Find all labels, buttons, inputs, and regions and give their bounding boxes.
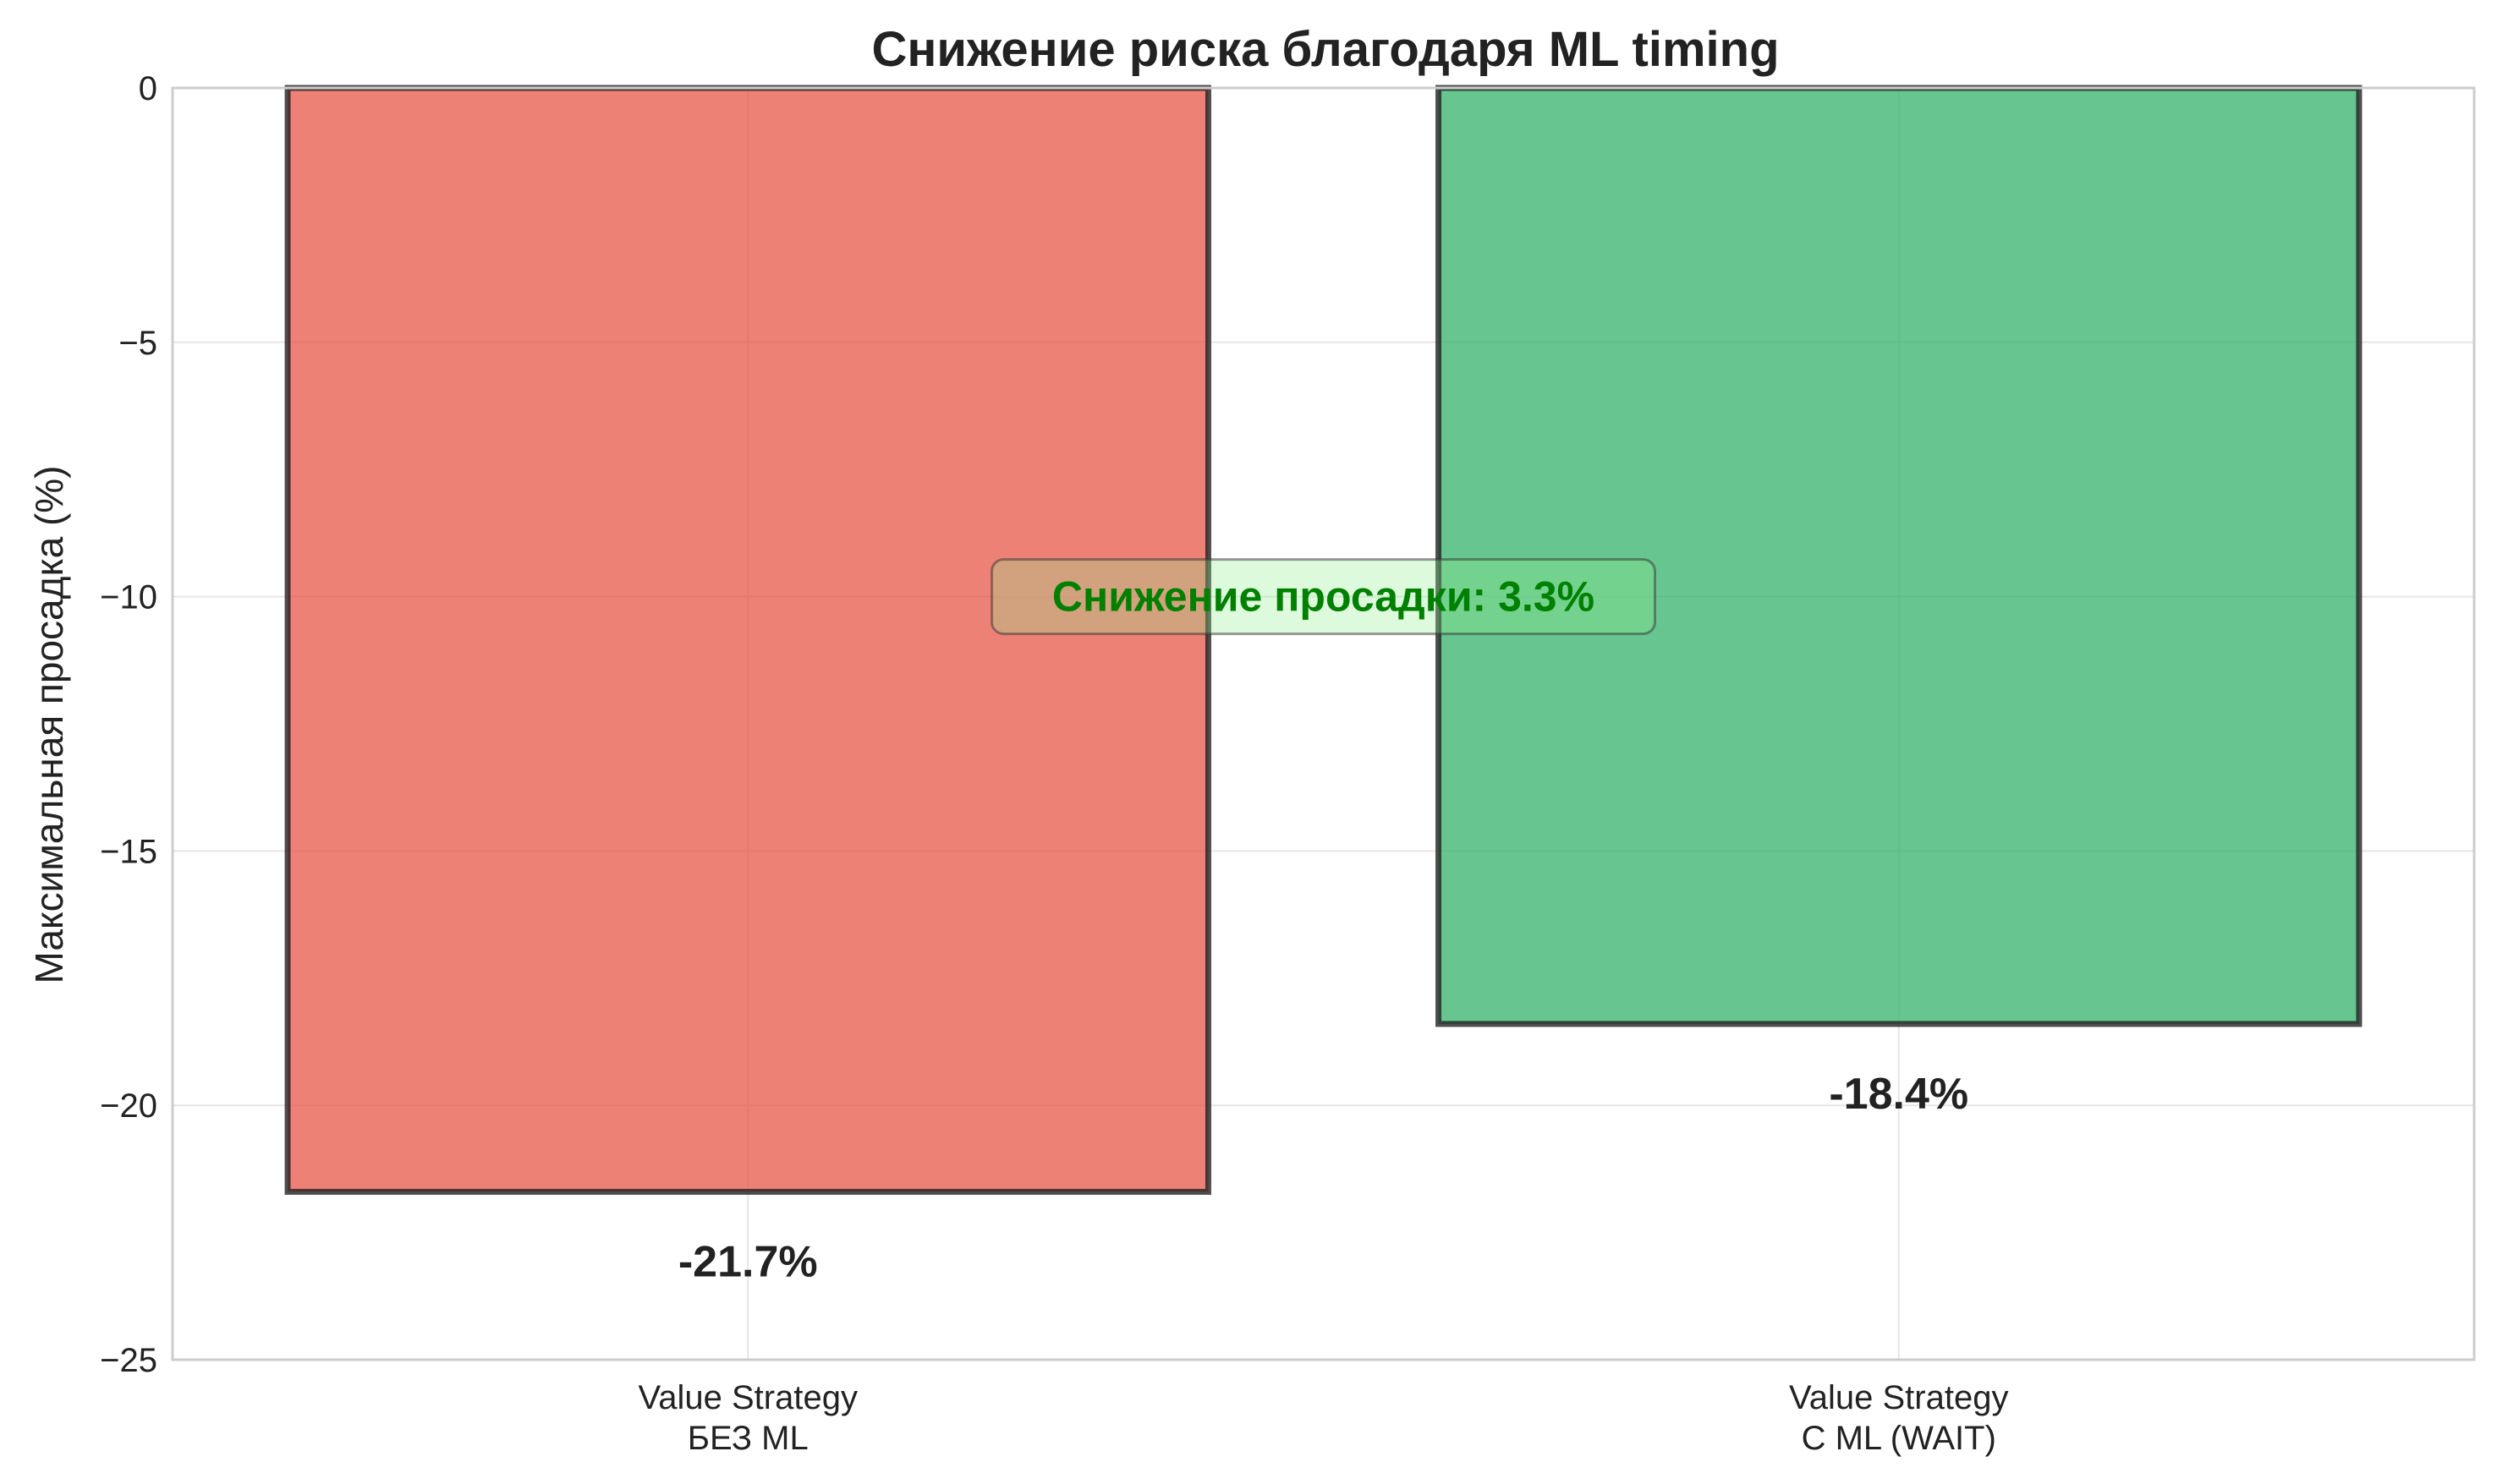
y-tick-label-4: −20	[100, 1087, 157, 1125]
x-tick-label-0: Value Strategy БЕЗ ML	[639, 1379, 858, 1457]
chart-title: Снижение риска благодаря ML timing	[872, 22, 1780, 77]
y-tick-label-3: −15	[100, 833, 157, 870]
x-tick-line-0-1: БЕЗ ML	[688, 1420, 809, 1457]
bar-0	[284, 85, 1211, 1195]
x-tick-line-1-1: С ML (WAIT)	[1802, 1420, 1996, 1457]
data-label-1: -18.4%	[1829, 1070, 1968, 1119]
y-tick-label-5: −25	[100, 1342, 157, 1379]
x-tick-line-0-0: Value Strategy	[639, 1379, 858, 1416]
y-tick-label-2: −10	[100, 579, 157, 616]
plot-frame	[171, 86, 2476, 1361]
x-tick-line-1-0: Value Strategy	[1789, 1379, 2008, 1416]
annotation-box	[991, 558, 1656, 636]
plot-area: -21.7% -18.4% 0 −5 −10 −15 −20 −25 Value Strateg…	[100, 70, 2476, 1457]
y-tick-label-0: 0	[139, 70, 157, 107]
data-label-0: -21.7%	[678, 1237, 818, 1286]
annotation-text: Снижение просадки: 3.3%	[1052, 573, 1594, 621]
x-tick-label-1: Value Strategy С ML (WAIT)	[1789, 1379, 2008, 1457]
y-axis-label: Максимальная просадка (%)	[27, 466, 71, 984]
y-tick-label-1: −5	[118, 325, 157, 362]
bar-1	[1435, 85, 2363, 1027]
